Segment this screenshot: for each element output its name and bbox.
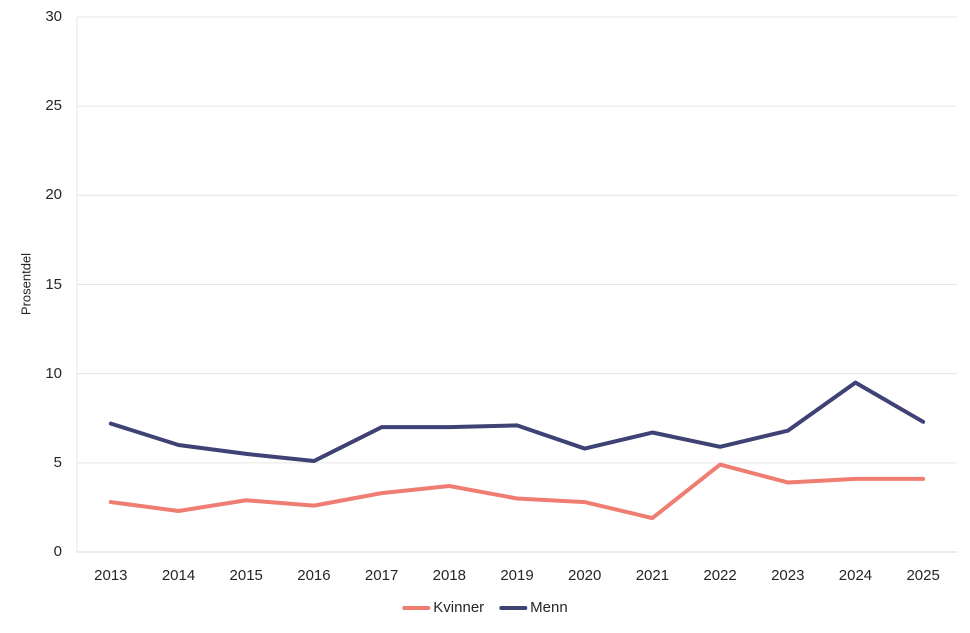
legend-label-menn: Menn <box>530 599 568 616</box>
x-axis-tick-label: 2022 <box>703 567 737 584</box>
x-axis-tick-label: 2020 <box>568 567 602 584</box>
legend: Kvinner Menn <box>402 599 568 616</box>
x-axis-tick-label: 2025 <box>906 567 940 584</box>
x-axis-tick-label: 2024 <box>838 567 873 584</box>
y-axis-tick-label: 20 <box>45 186 62 204</box>
legend-swatch-menn <box>499 605 528 610</box>
legend-item-menn: Menn <box>499 599 568 616</box>
y-axis-tick-label: 25 <box>45 97 62 115</box>
legend-item-kvinner: Kvinner <box>402 599 484 616</box>
x-axis-tick-label: 2021 <box>635 567 670 584</box>
series-line-kvinner <box>108 462 926 521</box>
x-axis-tick-label: 2023 <box>771 567 805 584</box>
x-axis-tick-label: 2013 <box>94 567 128 584</box>
x-axis-tick-label: 2017 <box>364 567 399 584</box>
legend-swatch-kvinner <box>402 605 431 610</box>
x-axis-tick-label: 2015 <box>229 567 263 584</box>
x-axis-tick-label: 2019 <box>500 567 534 584</box>
series-line-menn <box>108 380 926 464</box>
y-axis-tick-label: 30 <box>45 8 62 25</box>
x-axis-tick-label: 2014 <box>161 567 196 584</box>
y-axis-tick-label: 15 <box>45 275 62 293</box>
y-axis-tick-label: 5 <box>53 453 62 471</box>
y-axis-tick-label: 0 <box>53 543 62 560</box>
legend-label-kvinner: Kvinner <box>433 599 485 616</box>
y-axis-tick-label: 10 <box>45 364 62 382</box>
x-axis-tick-label: 2016 <box>297 567 331 584</box>
x-axis-tick-label: 2018 <box>432 567 466 584</box>
